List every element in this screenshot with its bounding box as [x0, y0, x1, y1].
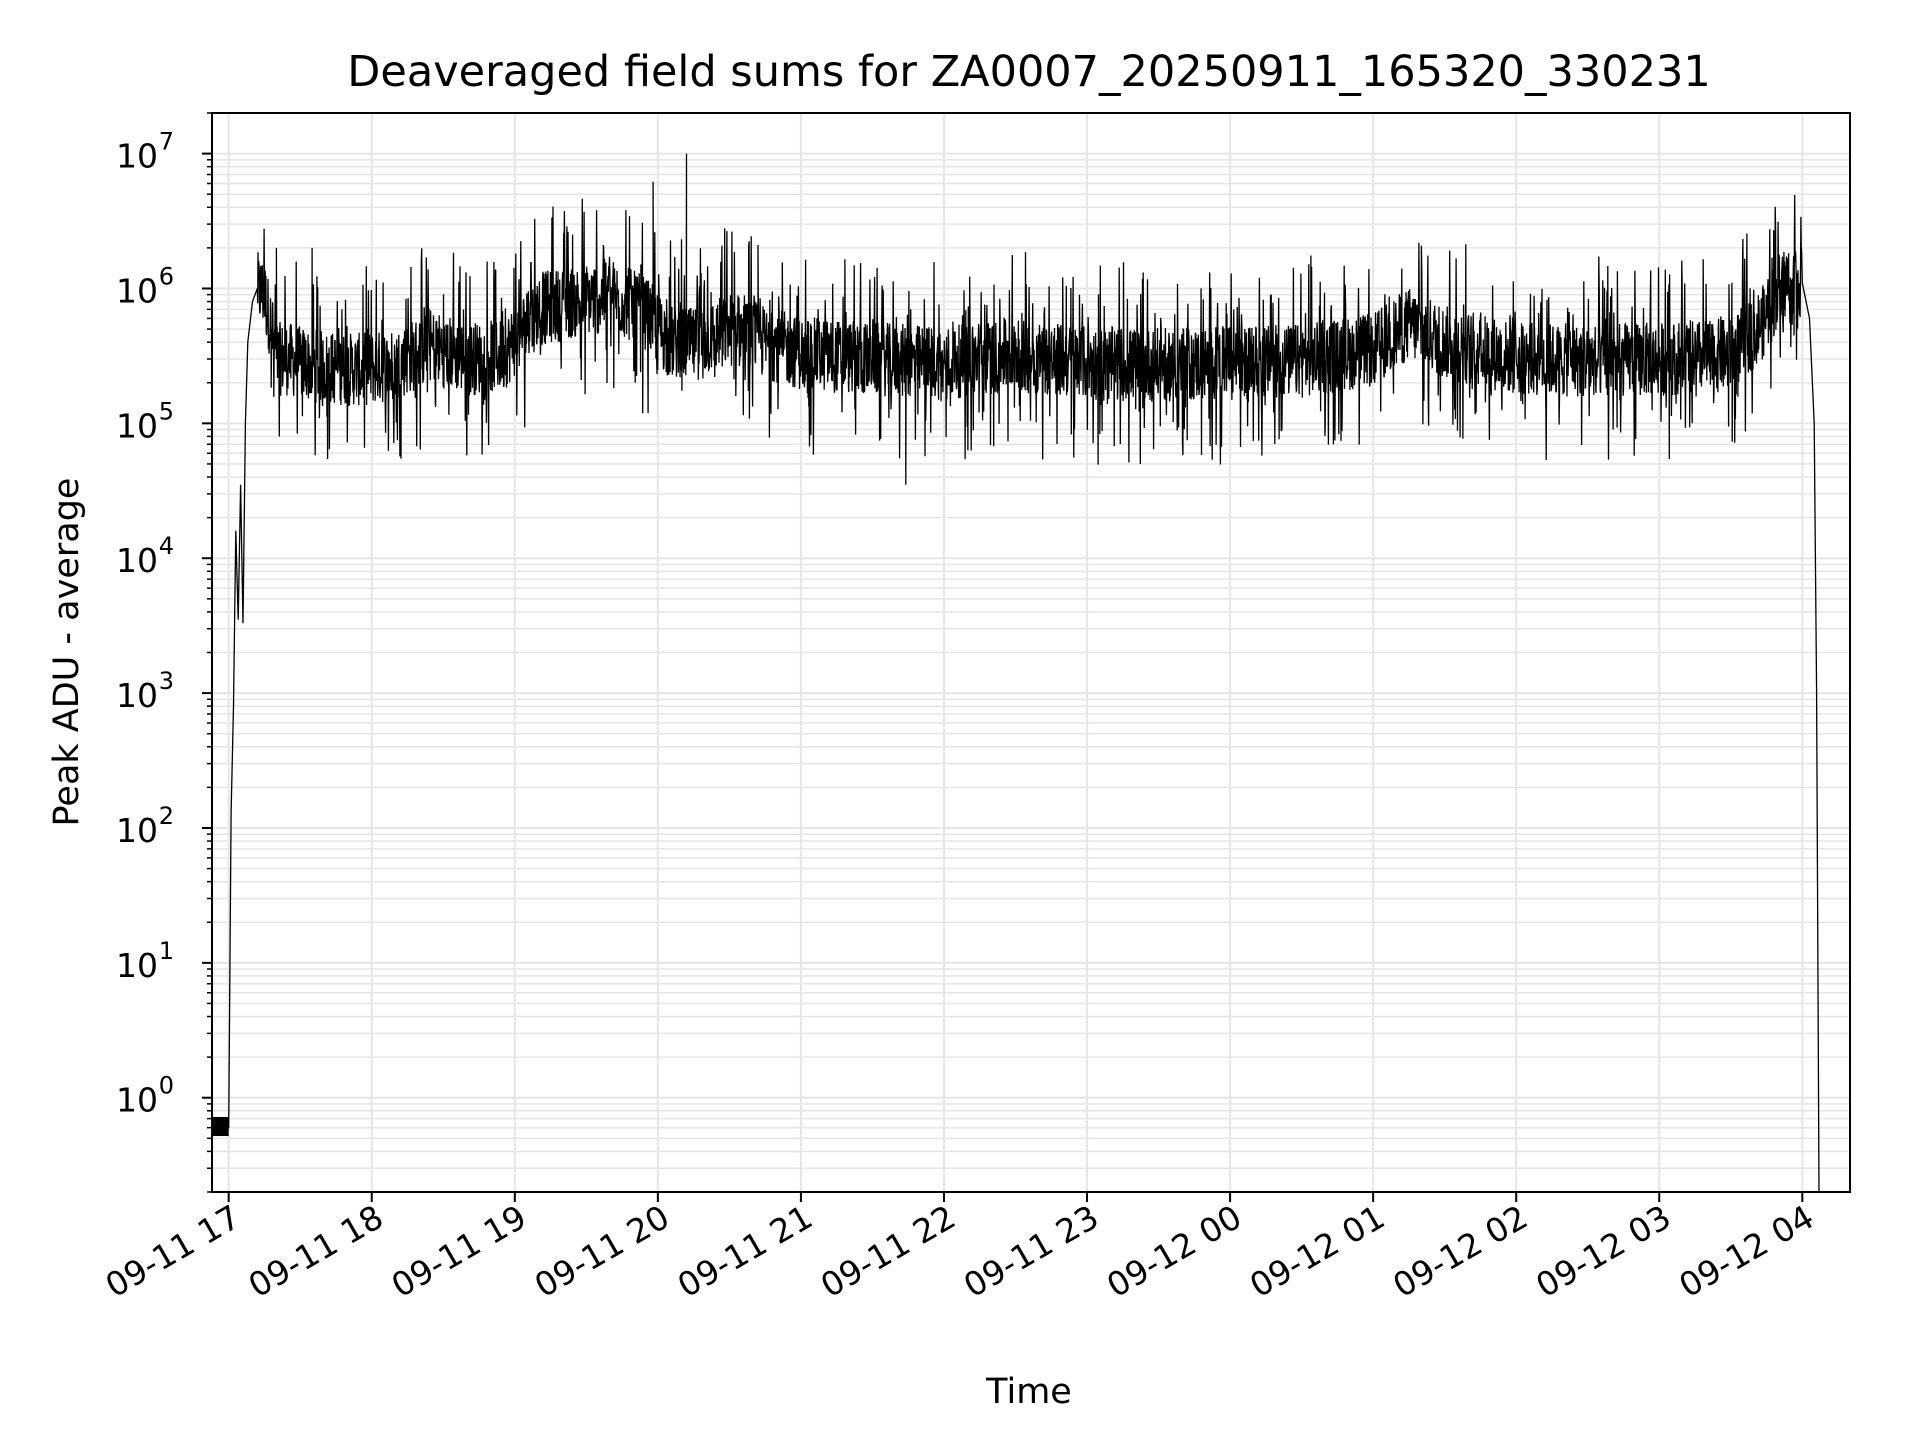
grid: [212, 112, 1850, 1193]
y-tick-label: 10: [116, 1081, 158, 1120]
series-line: [212, 153, 1820, 1193]
chart-title: Deaveraged field sums for ZA0007_2025091…: [347, 47, 1710, 97]
y-tick-label: 10: [116, 811, 158, 850]
y-tick-exponent: 4: [159, 532, 174, 560]
y-tick-exponent: 3: [159, 667, 174, 695]
y-tick-exponent: 5: [159, 397, 174, 425]
y-tick-label: 10: [116, 406, 158, 445]
y-tick-exponent: 2: [159, 802, 174, 830]
y-tick-exponent: 0: [159, 1072, 174, 1100]
y-tick-exponent: 7: [159, 128, 174, 156]
y-axis-title: Peak ADU - average: [47, 478, 87, 827]
y-tick-label: 10: [116, 271, 158, 310]
y-tick-exponent: 1: [159, 937, 174, 965]
series-layer: [212, 153, 1820, 1193]
series-start-block: [212, 1116, 229, 1137]
y-tick-label: 10: [116, 541, 158, 580]
y-tick-exponent: 6: [159, 262, 174, 290]
y-tick-label: 10: [116, 946, 158, 985]
y-tick-label: 10: [116, 137, 158, 176]
x-axis-title: Time: [985, 1372, 1072, 1412]
y-tick-label: 10: [116, 676, 158, 715]
